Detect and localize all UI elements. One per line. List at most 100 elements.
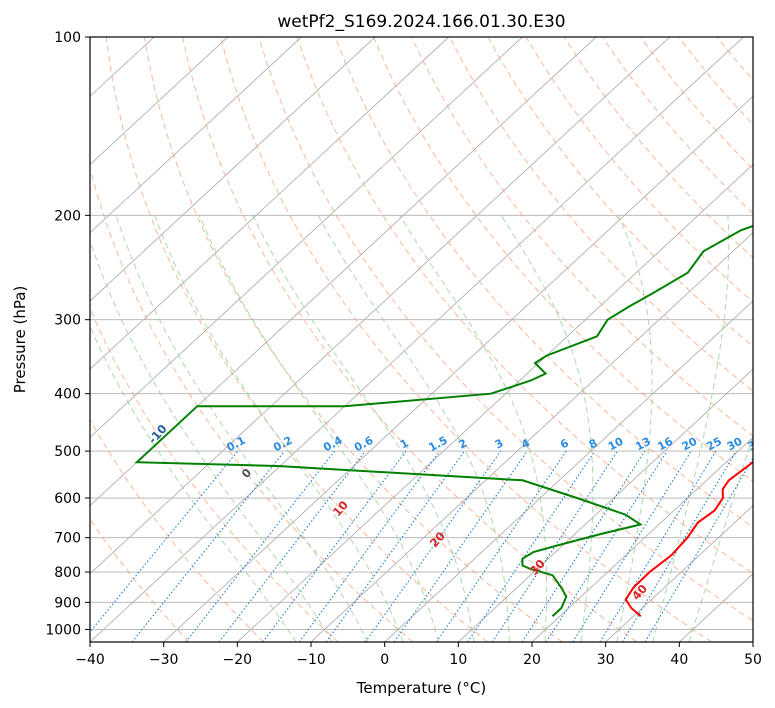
y-tick-label: 400 bbox=[54, 387, 81, 403]
sounding-profiles bbox=[134, 224, 753, 617]
y-axis-label: Pressure (hPa) bbox=[11, 286, 29, 394]
plot-frame bbox=[89, 36, 754, 643]
dry-adiabat-line bbox=[143, 37, 563, 642]
dry-adiabat-line bbox=[334, 37, 753, 528]
dry-adiabat-line bbox=[90, 418, 264, 642]
mixing-ratio-label: 2 bbox=[456, 436, 469, 451]
mixing-ratio-line bbox=[262, 450, 407, 642]
dry-adiabat-line bbox=[296, 37, 753, 575]
y-tick-label: 900 bbox=[54, 595, 81, 611]
dry-adiabat-line bbox=[563, 37, 753, 259]
moist-adiabat-line bbox=[198, 215, 439, 642]
isotherm-line bbox=[605, 504, 753, 642]
mixing-ratio-label: 13 bbox=[633, 435, 653, 454]
dry-adiabat-label: 30 bbox=[527, 557, 548, 578]
x-tick-label: −20 bbox=[223, 652, 253, 668]
isotherm-line bbox=[384, 300, 753, 642]
x-tick-label: 50 bbox=[744, 652, 762, 668]
mixing-ratio-label: 16 bbox=[655, 435, 675, 454]
dry-adiabat-line bbox=[678, 37, 753, 126]
x-tick-label: −30 bbox=[149, 652, 179, 668]
dry-adiabat-line bbox=[449, 37, 753, 392]
dewpoint-series-line bbox=[134, 224, 753, 617]
moist-adiabat-line bbox=[616, 215, 653, 642]
x-tick-label: 0 bbox=[380, 652, 389, 668]
isotherm-line bbox=[90, 37, 450, 370]
mixing-ratio-label: 3 bbox=[493, 436, 506, 451]
isotherm-line bbox=[531, 436, 753, 642]
mixing-ratio-line bbox=[298, 450, 441, 642]
mixing-ratio-line bbox=[491, 450, 618, 642]
isotherm-line bbox=[90, 37, 376, 302]
mixing-ratio-line bbox=[572, 450, 692, 642]
dry-adiabat-line bbox=[411, 37, 753, 437]
isotherm-line bbox=[310, 232, 753, 642]
moist-adiabat-line bbox=[688, 433, 753, 642]
dry-adiabat-line bbox=[716, 37, 753, 81]
mixing-ratio-label: 10 bbox=[606, 435, 626, 454]
mixing-ratio-line bbox=[545, 450, 668, 642]
x-tick-label: 10 bbox=[449, 652, 467, 668]
background-lines bbox=[90, 37, 775, 642]
x-axis-label: Temperature (°C) bbox=[356, 679, 486, 697]
moist-adiabat-line bbox=[90, 238, 333, 642]
isotherm-line bbox=[90, 37, 671, 575]
isotherm-line bbox=[90, 37, 229, 166]
isotherm-line bbox=[752, 641, 753, 642]
chart-title: wetPf2_S169.2024.166.01.30.E30 bbox=[277, 12, 565, 32]
y-tick-label: 200 bbox=[54, 208, 81, 224]
isotherm-line bbox=[90, 37, 744, 642]
moist-adiabat-line bbox=[317, 215, 510, 642]
dry-adiabat-line bbox=[601, 37, 753, 215]
mixing-ratio-line bbox=[90, 450, 239, 633]
dry-adiabat-line bbox=[372, 37, 753, 482]
dry-adiabat-label: 10 bbox=[330, 498, 351, 519]
dry-adiabat-label: 0 bbox=[239, 466, 255, 481]
x-tick-label: 20 bbox=[523, 652, 541, 668]
x-tick-label: −40 bbox=[75, 652, 105, 668]
mixing-ratio-label: 6 bbox=[558, 436, 571, 451]
isotherm-line bbox=[90, 37, 302, 234]
moist-adiabat-line bbox=[399, 215, 548, 642]
dry-adiabat-line bbox=[487, 37, 753, 348]
y-tick-label: 100 bbox=[54, 30, 81, 46]
x-tick-label: 40 bbox=[670, 652, 688, 668]
mixing-ratio-line bbox=[644, 456, 753, 642]
y-tick-label: 1000 bbox=[45, 622, 81, 638]
mixing-ratio-label: 36 bbox=[746, 435, 766, 454]
mixing-ratio-line bbox=[131, 450, 285, 642]
mixing-ratio-line bbox=[467, 450, 596, 642]
dry-adiabat-line bbox=[640, 37, 753, 170]
x-tick-label: −10 bbox=[296, 652, 326, 668]
dry-adiabat-line bbox=[105, 37, 488, 642]
isotherm-line bbox=[90, 37, 597, 507]
mixing-ratio-line bbox=[435, 450, 567, 642]
dry-adiabat-label: -10 bbox=[145, 422, 169, 447]
y-tick-label: 300 bbox=[54, 313, 81, 329]
y-tick-label: 800 bbox=[54, 565, 81, 581]
isotherm-line bbox=[237, 163, 753, 642]
isotherm-line bbox=[90, 37, 523, 438]
mixing-ratio-line bbox=[218, 450, 366, 642]
isotherm-line bbox=[163, 95, 753, 642]
moist-adiabat-line bbox=[154, 215, 404, 642]
moist-adiabat-line bbox=[500, 215, 594, 642]
mixing-ratio-label: 8 bbox=[587, 436, 600, 451]
moist-adiabat-line bbox=[652, 215, 730, 642]
mixing-ratio-label: 30 bbox=[725, 435, 745, 454]
isotherm-line bbox=[458, 368, 753, 642]
moist-adiabat-line bbox=[90, 325, 297, 642]
y-tick-label: 600 bbox=[54, 491, 81, 507]
mixing-ratio-line bbox=[325, 450, 465, 642]
x-tick-label: 30 bbox=[597, 652, 615, 668]
moist-adiabat-line bbox=[252, 215, 475, 642]
dry-adiabat-line bbox=[182, 37, 638, 642]
mixing-ratio-label: 20 bbox=[680, 435, 700, 454]
dry-adiabat-line bbox=[220, 37, 712, 642]
isotherm-line bbox=[679, 573, 753, 642]
mixing-ratio-label: 1 bbox=[398, 436, 411, 451]
dry-adiabat-line bbox=[755, 37, 775, 642]
mixing-ratio-label: 25 bbox=[704, 435, 724, 454]
